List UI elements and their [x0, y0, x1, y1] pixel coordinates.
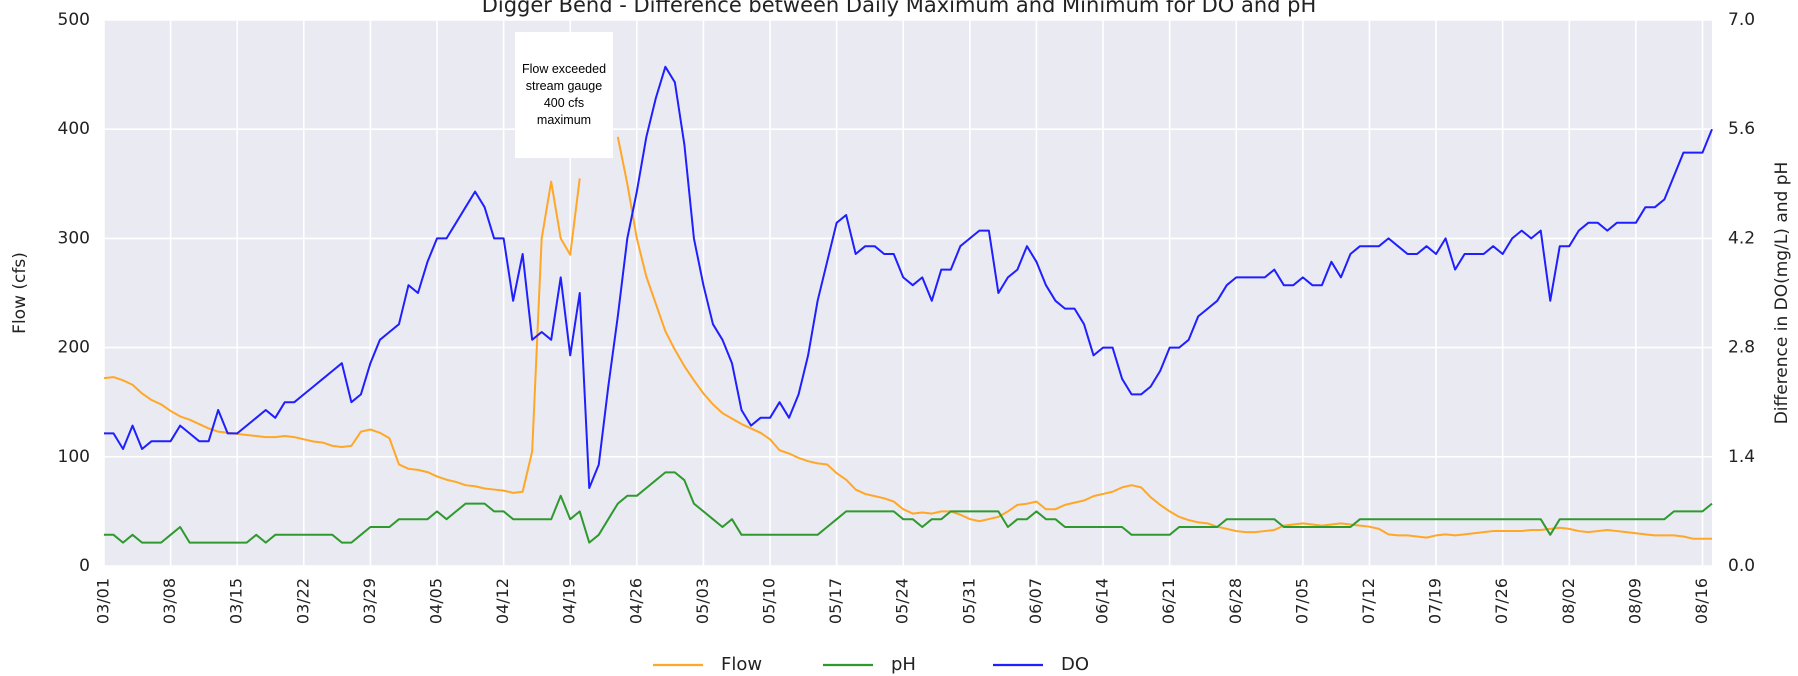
- x-tick-label: 08/16: [1692, 578, 1711, 624]
- x-tick-label: 05/03: [693, 578, 712, 624]
- annotation: Flow exceeded stream gauge 400 cfs maxim…: [515, 32, 613, 158]
- y2-tick-label: 0.0: [1728, 556, 1755, 576]
- x-tick-label: 06/21: [1159, 578, 1178, 624]
- x-tick-label: 04/12: [493, 578, 512, 624]
- x-tick-label: 03/15: [227, 578, 246, 624]
- x-tick-label: 05/31: [959, 578, 978, 624]
- y-tick-label: 500: [58, 10, 90, 30]
- x-tick-label: 06/14: [1093, 578, 1112, 624]
- y-tick-label: 100: [58, 447, 90, 467]
- x-tick-label: 06/07: [1026, 578, 1045, 624]
- x-tick-label: 07/05: [1292, 578, 1311, 624]
- x-tick-label: 07/26: [1492, 578, 1511, 624]
- x-tick-label: 03/08: [160, 578, 179, 624]
- x-tick-label: 03/22: [293, 578, 312, 624]
- y2-axis-label: Difference in DO(mg/L) and pH: [1772, 162, 1792, 425]
- series-line: [104, 65, 1713, 489]
- x-tick-label: 08/02: [1559, 578, 1578, 624]
- chart-title: Digger Bend - Difference between Daily M…: [482, 0, 1317, 17]
- x-tick-label: 07/19: [1426, 578, 1445, 624]
- x-tick-label: 05/24: [893, 578, 912, 624]
- y-tick-label: 0: [79, 556, 90, 576]
- y2-tick-label: 1.4: [1728, 447, 1755, 467]
- series-line: [104, 471, 1713, 544]
- y2-tick-label: 7.0: [1728, 10, 1755, 30]
- x-tick-label: 04/26: [626, 578, 645, 624]
- y-axis-label: Flow (cfs): [10, 252, 30, 334]
- x-tick-label: 08/09: [1625, 578, 1644, 624]
- x-tick-label: 05/10: [760, 578, 779, 624]
- x-tick-label: 03/29: [360, 578, 379, 624]
- legend-label: pH: [891, 654, 916, 675]
- x-tick-label: 04/19: [560, 578, 579, 624]
- y2-tick-label: 2.8: [1728, 338, 1755, 358]
- series-line: [103, 136, 1712, 540]
- y-tick-label: 200: [58, 338, 90, 358]
- legend-label: DO: [1061, 654, 1089, 675]
- x-tick-label: 03/01: [94, 578, 113, 624]
- y2-tick-label: 4.2: [1728, 228, 1755, 248]
- y-tick-label: 400: [58, 119, 90, 139]
- legend-label: Flow: [721, 654, 762, 675]
- x-tick-label: 04/05: [427, 578, 446, 624]
- x-tick-label: 05/17: [826, 578, 845, 624]
- plot-area: [104, 20, 1712, 566]
- x-tick-label: 07/12: [1359, 578, 1378, 624]
- x-tick-label: 06/28: [1226, 578, 1245, 624]
- y2-tick-label: 5.6: [1728, 119, 1755, 139]
- y-tick-label: 300: [58, 228, 90, 248]
